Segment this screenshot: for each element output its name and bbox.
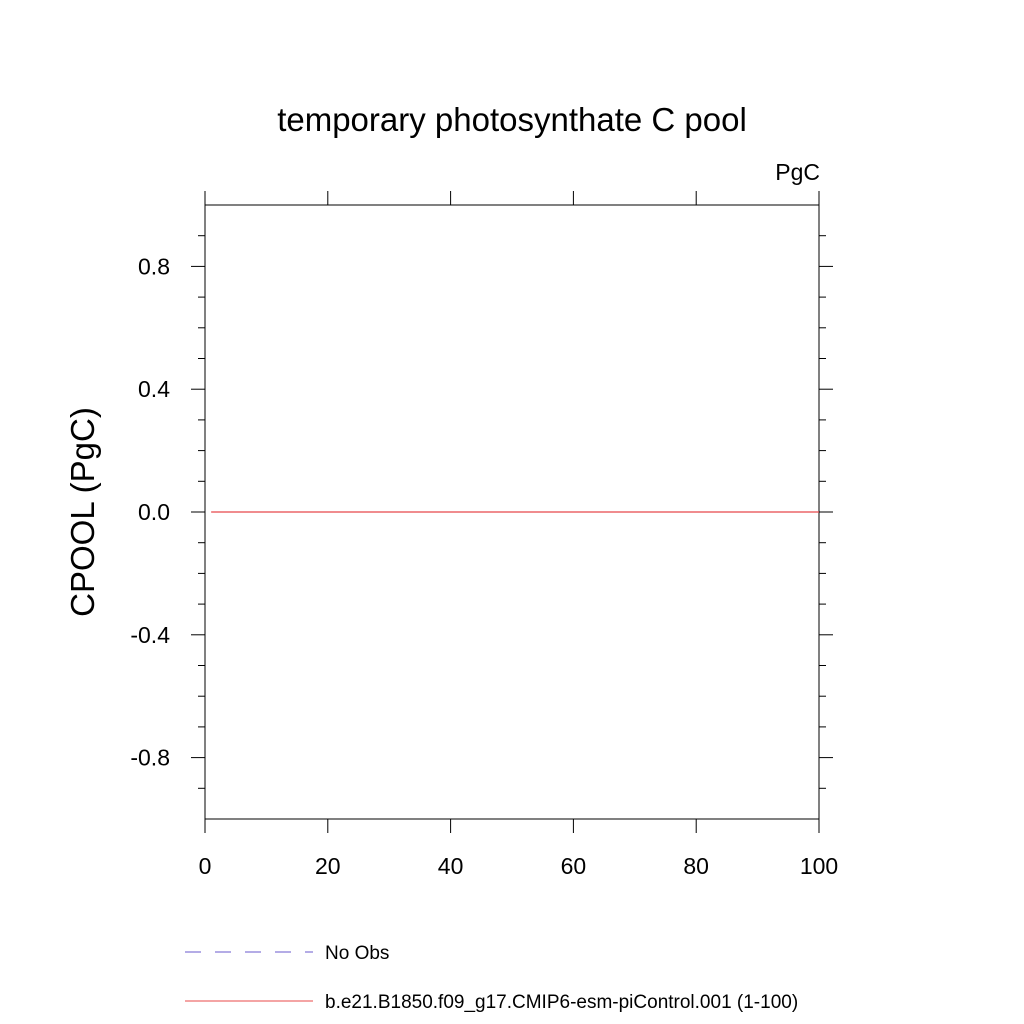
y-tick-label: 0.4 (138, 376, 170, 402)
y-axis-label: CPOOL (PgC) (64, 407, 101, 617)
y-tick-label: -0.8 (130, 745, 170, 771)
y-tick-label: 0.0 (138, 499, 170, 525)
y-tick-label: -0.4 (130, 622, 170, 648)
y-tick-label: 0.8 (138, 253, 170, 279)
x-tick-label: 100 (800, 853, 838, 879)
legend-label: b.e21.B1850.f09_g17.CMIP6-esm-piControl.… (325, 992, 798, 1013)
x-tick-label: 0 (199, 853, 212, 879)
units-label: PgC (775, 159, 820, 185)
legend: No Obs b.e21.B1850.f09_g17.CMIP6-esm-piCo… (185, 943, 798, 1013)
ticks-layer: 0 20 40 60 80 100 0.8 0.4 0.0 -0.4 -0.8 (130, 191, 838, 879)
chart-title: temporary photosynthate C pool (277, 101, 747, 138)
x-tick-label: 40 (438, 853, 464, 879)
legend-label: No Obs (325, 943, 389, 964)
x-tick-label: 20 (315, 853, 341, 879)
x-tick-label: 60 (561, 853, 587, 879)
x-tick-label: 80 (683, 853, 709, 879)
